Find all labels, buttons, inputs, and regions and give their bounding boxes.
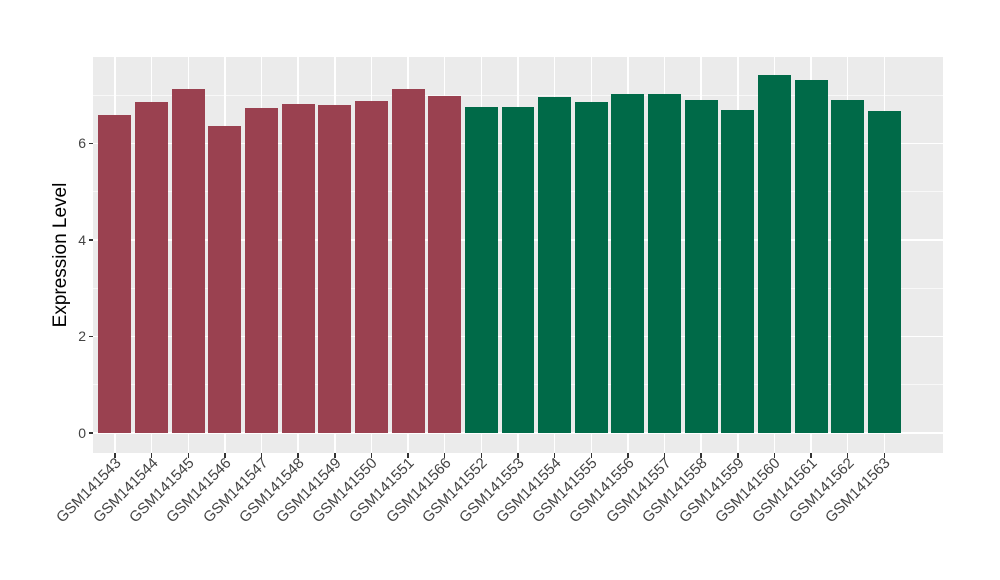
- bar-GSM141556: [611, 93, 645, 433]
- bar-GSM141552: [464, 107, 498, 433]
- bar-GSM141557: [648, 94, 682, 433]
- bar-GSM141554: [538, 96, 572, 433]
- x-tick-mark: [297, 453, 299, 458]
- bar-GSM141551: [391, 89, 425, 433]
- bar-GSM141558: [684, 100, 718, 433]
- bar-GSM141545: [171, 88, 205, 433]
- y-tick-mark: [88, 239, 93, 241]
- bar-GSM141547: [245, 108, 279, 433]
- x-tick-mark: [370, 453, 373, 458]
- x-tick-mark: [627, 453, 629, 458]
- x-tick-mark: [737, 453, 739, 458]
- x-tick-mark: [590, 453, 593, 458]
- bar-GSM141561: [794, 79, 828, 433]
- x-tick-mark: [260, 453, 263, 458]
- y-tick-mark: [88, 335, 93, 338]
- bar-GSM141562: [831, 100, 865, 433]
- x-tick-mark: [443, 453, 446, 458]
- x-tick-mark: [810, 453, 812, 458]
- bar-GSM141555: [574, 102, 608, 433]
- bar-GSM141543: [98, 115, 132, 433]
- bar-GSM141550: [354, 101, 388, 433]
- x-tick-mark: [114, 453, 116, 458]
- x-tick-mark: [553, 453, 556, 458]
- bar-GSM141559: [721, 110, 755, 433]
- x-tick-mark: [773, 453, 776, 458]
- y-axis-title: Expression Level: [50, 182, 71, 328]
- bar-GSM141548: [281, 104, 315, 433]
- y-tick-label: 0: [78, 425, 86, 441]
- x-tick-mark: [480, 453, 483, 458]
- y-tick-label: 2: [78, 328, 86, 345]
- bar-GSM141549: [318, 104, 352, 433]
- x-tick-mark: [663, 453, 666, 458]
- bar-GSM141544: [135, 102, 169, 433]
- bar-GSM141560: [757, 74, 791, 433]
- y-tick-mark: [88, 142, 93, 145]
- bar-GSM141546: [208, 126, 242, 433]
- y-tick-label: 6: [78, 135, 86, 152]
- x-tick-mark: [700, 453, 702, 458]
- x-tick-mark: [846, 453, 849, 458]
- y-tick-mark: [88, 432, 93, 434]
- x-tick-mark: [187, 453, 189, 458]
- horizontal-major-gridline: [93, 432, 943, 434]
- x-tick-mark: [334, 453, 336, 458]
- x-tick-mark: [883, 453, 886, 458]
- y-tick-label: 4: [78, 231, 86, 248]
- x-tick-mark: [224, 453, 226, 458]
- horizontal-minor-gridline: [93, 94, 943, 96]
- bar-GSM141563: [867, 110, 901, 433]
- x-tick-mark: [150, 453, 153, 458]
- x-tick-mark: [517, 453, 519, 458]
- x-tick-mark: [407, 453, 409, 458]
- bar-GSM141553: [501, 106, 535, 433]
- bar-GSM141566: [428, 96, 462, 433]
